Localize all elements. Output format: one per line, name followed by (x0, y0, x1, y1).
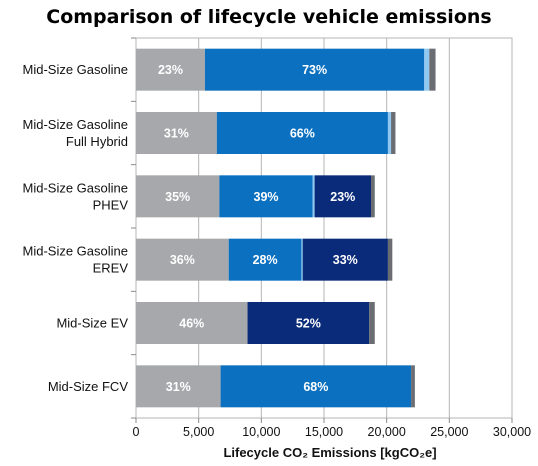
category-label: Mid-Size Gasoline (23, 117, 129, 132)
x-tick-label: 20,000 (368, 425, 406, 439)
bar-segment (204, 48, 425, 91)
segment-value-label: 31% (166, 380, 191, 394)
x-tick-label: 0 (133, 425, 140, 439)
bar-segment (136, 48, 205, 91)
bar-segment (136, 112, 217, 154)
segment-value-label: 28% (253, 253, 278, 267)
chart-title: Comparison of lifecycle vehicle emission… (46, 6, 492, 28)
segment-value-label: 68% (303, 380, 328, 394)
bar-segment (220, 365, 412, 408)
category-label: PHEV (93, 197, 129, 212)
x-tick-label: 15,000 (305, 425, 343, 439)
bar-segment (371, 175, 375, 218)
bar-segment (136, 175, 220, 218)
category-label: Mid-Size Gasoline (23, 62, 129, 77)
segment-value-label: 36% (170, 253, 195, 267)
x-tick-label: 5,000 (183, 425, 214, 439)
segment-value-label: 23% (330, 190, 355, 204)
bar-segment (302, 238, 388, 281)
x-tick-label: 30,000 (493, 425, 531, 439)
bar-segment (369, 302, 375, 344)
category-label: Mid-Size FCV (48, 379, 129, 394)
segment-value-label: 33% (333, 253, 358, 267)
bar-segment (312, 175, 315, 218)
segment-value-label: 35% (165, 190, 190, 204)
bar-segment (219, 175, 313, 218)
x-axis-label: Lifecycle CO₂ Emissions [kgCO₂e] (223, 445, 436, 460)
bar-segment (314, 175, 371, 218)
x-tick-label: 25,000 (430, 425, 468, 439)
bar-segment (301, 238, 303, 281)
x-tick-label: 10,000 (242, 425, 280, 439)
bar-segment (387, 112, 392, 154)
category-label: Mid-Size Gasoline (23, 180, 129, 195)
bar-segment (216, 112, 388, 154)
bar-segment (424, 48, 430, 91)
category-label: Mid-Size EV (56, 316, 128, 331)
bar-segment (391, 112, 396, 154)
category-label: EREV (93, 261, 129, 276)
category-label: Full Hybrid (66, 134, 128, 149)
bar-segment (429, 48, 436, 91)
segment-value-label: 52% (296, 317, 321, 331)
bar-segment (136, 238, 229, 281)
segment-value-label: 31% (164, 127, 189, 141)
segment-value-label: 23% (158, 63, 183, 77)
bar-segment (247, 302, 370, 344)
bar-segment (228, 238, 302, 281)
segment-value-label: 66% (290, 127, 315, 141)
bar-segment (387, 238, 393, 281)
bar-segment (411, 365, 415, 408)
segment-value-label: 46% (179, 317, 204, 331)
segment-value-label: 73% (302, 63, 327, 77)
category-label: Mid-Size Gasoline (23, 244, 129, 259)
bar-segment (136, 302, 248, 344)
segment-value-label: 39% (254, 190, 279, 204)
bar-segment (136, 365, 221, 408)
